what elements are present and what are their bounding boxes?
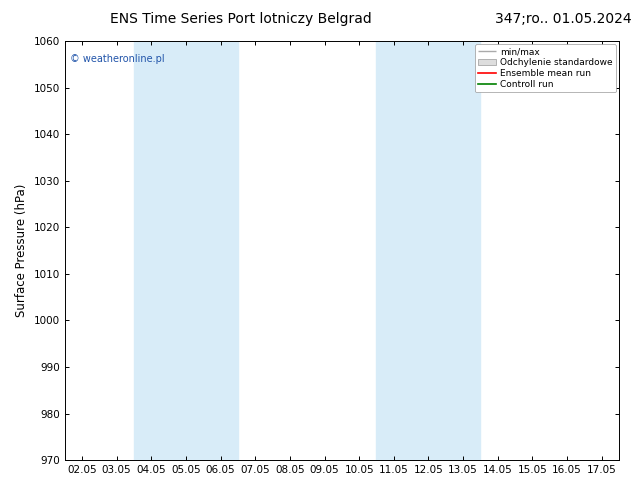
Legend: min/max, Odchylenie standardowe, Ensemble mean run, Controll run: min/max, Odchylenie standardowe, Ensembl…	[475, 44, 616, 93]
Text: ENS Time Series Port lotniczy Belgrad: ENS Time Series Port lotniczy Belgrad	[110, 12, 372, 26]
Text: 347;ro.. 01.05.2024 06 UTC: 347;ro.. 01.05.2024 06 UTC	[495, 12, 634, 26]
Bar	[377, 41, 481, 460]
Y-axis label: Surface Pressure (hPa): Surface Pressure (hPa)	[15, 184, 28, 318]
Bar	[134, 41, 238, 460]
Text: © weatheronline.pl: © weatheronline.pl	[70, 53, 165, 64]
